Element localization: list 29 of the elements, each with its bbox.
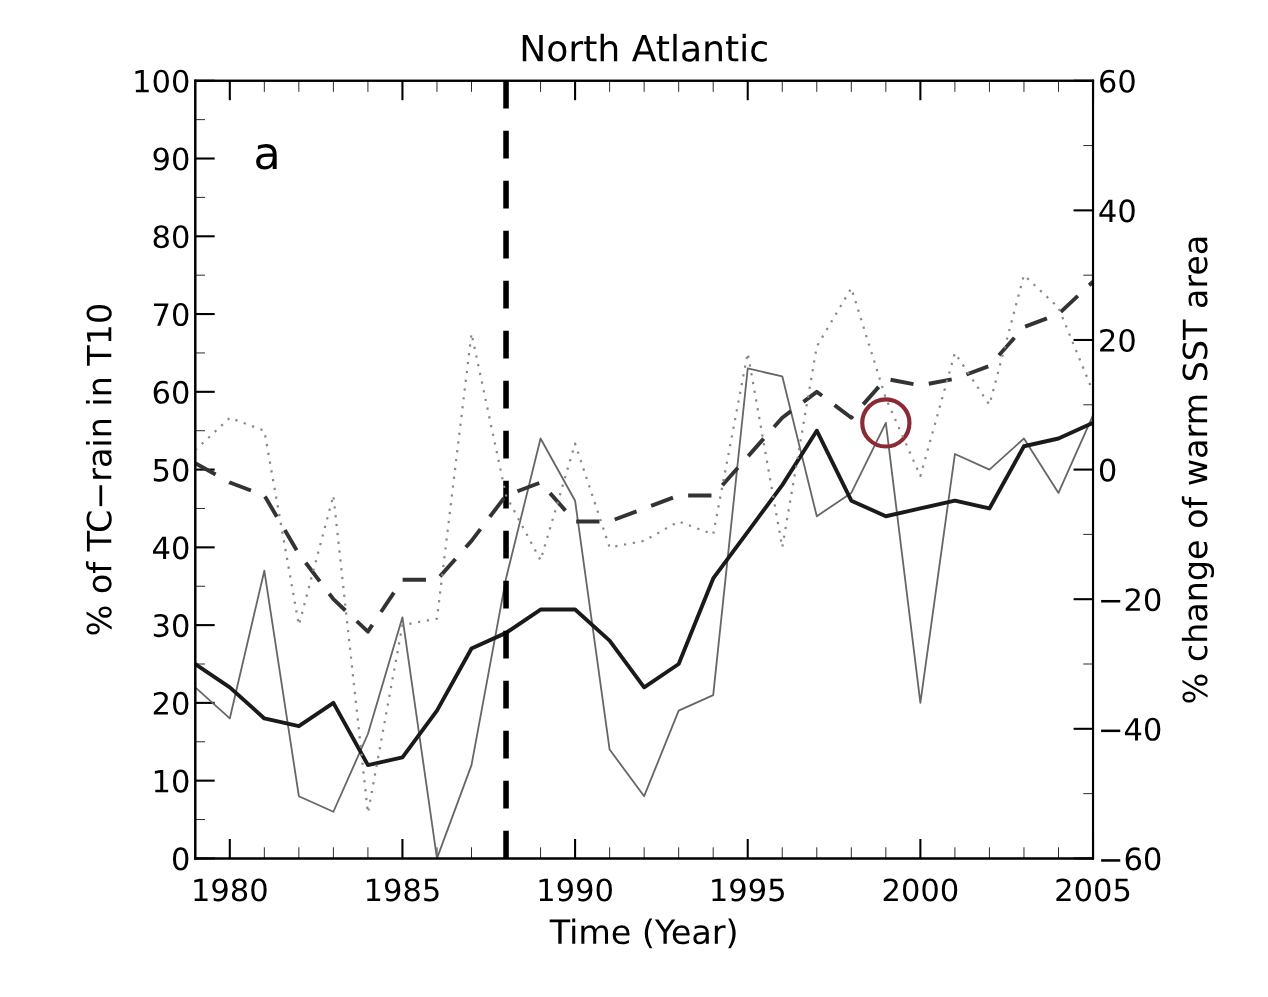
y-tick-label: 0 [172,847,189,871]
x-tick-label: 1990 [539,878,612,902]
x-axis-title: Time (Year) [549,918,736,949]
y2-tick-label: 0 [1099,458,1116,482]
y-tick-label: 40 [153,536,189,560]
y-tick-label: 50 [153,458,189,482]
y-tick-label: 20 [153,691,189,715]
x-tick-label: 1980 [194,878,267,902]
y-tick-label: 90 [153,147,189,171]
x-tick-label: 1985 [366,878,439,902]
chart-title: North Atlantic [522,33,767,62]
x-tick-label: 2005 [1056,878,1130,902]
y-axis-title: % of TC−rain in T10 [85,305,112,635]
y2-tick-label: −60 [1101,847,1161,871]
x-tick-label: 2000 [883,878,958,902]
y-tick-label: 70 [154,302,189,327]
y-tick-label: 60 [153,380,189,404]
y2-tick-label: 40 [1099,199,1135,223]
y-tick-label: 10 [154,769,189,793]
y2-tick-label: 20 [1100,328,1135,353]
y-tick-label: 30 [153,614,189,638]
y-tick-label: 100 [135,69,189,93]
y2-tick-label: −40 [1101,717,1161,741]
y2-tick-label: −20 [1101,588,1161,612]
y2-axis-title: % change of warm SST area [1181,237,1215,703]
y-tick-label: 80 [153,225,189,249]
annotation: a [256,144,277,170]
x-tick-label: 1995 [712,878,784,902]
y2-tick-label: 60 [1100,69,1135,93]
